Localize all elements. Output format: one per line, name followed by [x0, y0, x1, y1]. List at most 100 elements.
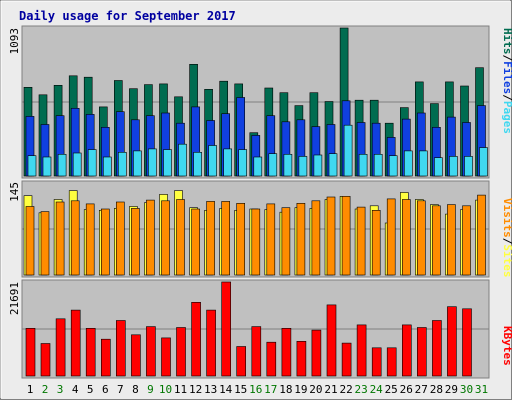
bar-pages-day-11	[178, 143, 187, 177]
legend-sites: Sites	[501, 244, 512, 277]
x-label-day-7: 7	[117, 383, 124, 396]
x-label-day-26: 26	[400, 383, 413, 396]
chart-bars	[23, 27, 488, 377]
legend-sep-2: /	[501, 94, 512, 101]
bar-pages-day-23	[358, 154, 368, 177]
y-max-label-hits: 1093	[8, 28, 21, 55]
bar-pages-day-26	[403, 150, 413, 177]
x-label-day-28: 28	[430, 383, 443, 396]
bar-pages-day-13	[208, 145, 217, 177]
bar-kbytes-day-11	[176, 327, 186, 377]
y-max-label-kbytes: 21691	[8, 282, 21, 315]
bar-kbytes-day-2	[40, 343, 51, 377]
bar-kbytes-day-13	[206, 309, 216, 377]
x-label-day-10: 10	[159, 383, 172, 396]
x-label-day-16: 16	[249, 383, 262, 396]
bar-pages-day-6	[103, 156, 112, 177]
legend-visits-sites: Visits/Sites	[501, 198, 512, 278]
legend-visits: Visits	[501, 198, 512, 238]
bar-kbytes-day-19	[296, 340, 307, 377]
x-label-day-31: 31	[475, 383, 488, 396]
x-label-day-14: 14	[219, 383, 233, 396]
bar-kbytes-day-22	[341, 342, 352, 377]
x-label-day-22: 22	[339, 383, 352, 396]
bar-kbytes-day-20	[311, 329, 322, 377]
bar-kbytes-day-18	[281, 327, 292, 377]
x-label-day-23: 23	[354, 383, 367, 396]
bar-pages-day-4	[72, 152, 82, 177]
bar-visits-day-19	[296, 203, 306, 276]
bar-kbytes-day-1	[25, 327, 36, 377]
bar-pages-day-20	[313, 154, 323, 177]
bar-pages-day-19	[298, 156, 308, 177]
bar-kbytes-day-16	[251, 326, 262, 377]
bar-pages-day-18	[283, 154, 293, 177]
bar-visits-day-26	[401, 199, 411, 276]
bar-kbytes-day-30	[462, 308, 472, 377]
bar-pages-day-9	[148, 148, 157, 177]
x-label-day-2: 2	[42, 383, 49, 396]
bar-pages-day-3	[57, 154, 67, 177]
bar-visits-day-9	[146, 199, 155, 276]
bar-visits-day-24	[371, 210, 381, 276]
legend-hits-files-pages: Hits/Files/Pages	[501, 28, 512, 134]
bar-kbytes-day-4	[70, 309, 81, 377]
x-label-day-6: 6	[102, 383, 109, 396]
bar-visits-day-1	[25, 206, 35, 276]
bar-pages-day-31	[479, 147, 488, 177]
x-label-day-24: 24	[370, 383, 384, 396]
bar-kbytes-day-15	[236, 346, 246, 377]
bar-pages-day-15	[238, 149, 247, 177]
bar-visits-day-2	[40, 211, 50, 276]
bar-pages-day-29	[449, 156, 458, 177]
x-label-day-13: 13	[204, 383, 217, 396]
bar-kbytes-day-14	[221, 281, 231, 377]
bar-visits-day-13	[206, 201, 215, 276]
bar-kbytes-day-6	[101, 338, 111, 377]
x-label-day-15: 15	[234, 383, 247, 396]
x-label-day-21: 21	[324, 383, 337, 396]
bar-kbytes-day-23	[356, 324, 367, 377]
bar-kbytes-day-26	[401, 324, 412, 377]
x-label-day-1: 1	[27, 383, 34, 396]
bar-visits-day-18	[281, 207, 291, 276]
x-label-day-29: 29	[445, 383, 458, 396]
bar-pages-day-30	[464, 156, 473, 177]
bar-kbytes-day-25	[386, 347, 397, 377]
x-label-day-11: 11	[174, 383, 187, 396]
legend-kbytes: KBytes	[501, 326, 512, 366]
bar-visits-day-29	[447, 204, 456, 276]
bar-kbytes-day-29	[447, 306, 457, 377]
bar-pages-day-21	[328, 153, 338, 177]
bar-kbytes-day-5	[85, 327, 96, 377]
bar-pages-day-10	[163, 149, 172, 177]
bar-pages-day-27	[418, 150, 428, 177]
bar-visits-day-31	[477, 194, 486, 276]
bar-visits-day-6	[101, 208, 110, 276]
y-max-label-visits: 145	[8, 182, 21, 202]
bar-pages-day-2	[42, 156, 52, 177]
chart-title: Daily usage for September 2017	[19, 9, 236, 23]
bar-pages-day-28	[434, 157, 443, 177]
bar-pages-day-7	[118, 152, 127, 177]
bar-kbytes-day-12	[191, 301, 201, 377]
bar-visits-day-23	[356, 206, 366, 276]
bar-visits-day-14	[221, 201, 230, 276]
bar-kbytes-day-17	[266, 341, 277, 377]
x-label-day-17: 17	[264, 383, 277, 396]
x-label-day-18: 18	[279, 383, 292, 396]
bar-visits-day-22	[341, 196, 351, 276]
bar-visits-day-27	[416, 200, 426, 276]
bar-pages-day-8	[133, 150, 142, 177]
x-label-day-9: 9	[147, 383, 154, 396]
legend-hits: Hits	[501, 28, 512, 55]
bar-visits-day-7	[116, 201, 125, 276]
bar-kbytes-day-9	[146, 326, 156, 377]
x-label-day-4: 4	[72, 383, 79, 396]
bar-kbytes-day-28	[432, 320, 442, 377]
bar-kbytes-day-24	[371, 347, 382, 377]
x-label-day-25: 25	[385, 383, 398, 396]
legend-sep-1: /	[501, 55, 512, 62]
bar-visits-day-30	[462, 205, 471, 276]
